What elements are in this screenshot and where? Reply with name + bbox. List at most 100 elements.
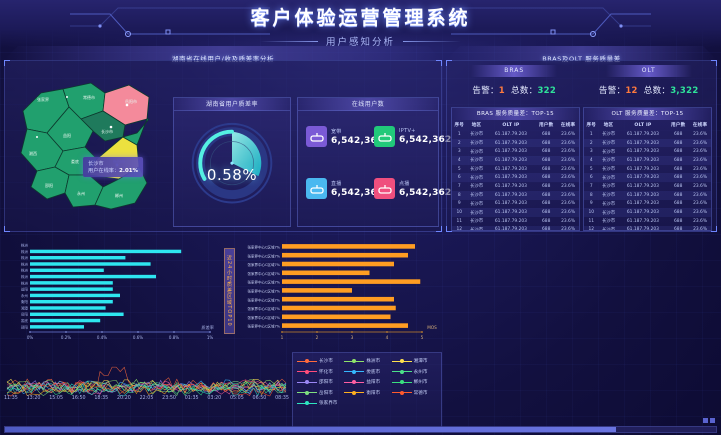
table-row[interactable]: 7 长沙市 61.187.79.203 688 23.6% — [452, 182, 579, 191]
table-row[interactable]: 9 长沙市 61.187.79.203 688 23.6% — [452, 200, 579, 209]
legend-item[interactable]: 永州市 — [391, 369, 437, 375]
bar[interactable] — [282, 288, 352, 293]
bar[interactable] — [30, 306, 106, 310]
bar-category-label: 张家界中心C区域7% — [248, 271, 281, 276]
hunan-map-svg[interactable]: 张家界 常德市 岳阳市 长沙市 益阳 湘西 娄底 衡阳市 邵阳 永州 郴州 — [7, 63, 167, 229]
table-row[interactable]: 7 长沙市 61.187.79.203 688 23.6% — [584, 182, 711, 191]
chart-mini-buttons[interactable] — [703, 418, 715, 423]
olt-table[interactable]: 序号 地区 OLT IP 用户数 在线率 1 长沙市 61.187.79.203 688 23.… — [584, 120, 711, 230]
mini-button[interactable] — [710, 418, 715, 423]
table-row[interactable]: 5 长沙市 61.187.79.203 688 23.6% — [584, 165, 711, 174]
user-stat-value: 6,542,362 — [331, 135, 384, 146]
scrollbar-thumb[interactable] — [5, 427, 617, 432]
legend-item[interactable]: 长沙市 — [297, 358, 342, 364]
legend-item[interactable]: 邵阳市 — [297, 379, 342, 385]
bar[interactable] — [30, 318, 101, 323]
bar[interactable] — [30, 274, 156, 279]
table-row[interactable]: 11 长沙市 61.187.79.203 688 23.6% — [584, 217, 711, 226]
legend-item[interactable]: 张家界市 — [297, 400, 342, 406]
bar[interactable] — [282, 270, 370, 276]
mos-bar-chart[interactable]: 张家界中心C区域7% 张家界中心C区域7% 张家界中心C区域7% 张家界中心C区域7%… — [226, 236, 442, 348]
table-cell: 8 — [584, 190, 599, 200]
bar[interactable] — [282, 244, 415, 249]
table-cell: 长沙市 — [598, 190, 619, 200]
table-row[interactable]: 10 长沙市 61.187.79.203 688 23.6% — [452, 208, 579, 217]
table-row[interactable]: 4 长沙市 61.187.79.203 688 23.6% — [584, 156, 711, 165]
table-cell: 10 — [452, 208, 467, 217]
bar[interactable] — [30, 293, 120, 298]
user-stat-iptv[interactable]: IPTV+ 6,542,362 — [374, 126, 451, 147]
table-cell: 长沙市 — [466, 138, 487, 148]
bar[interactable] — [30, 287, 113, 291]
bar[interactable] — [282, 323, 408, 328]
table-row[interactable]: 2 长沙市 61.187.79.203 688 23.6% — [452, 138, 579, 148]
legend-item[interactable]: 娄底市 — [344, 369, 389, 375]
horizontal-scrollbar[interactable] — [4, 426, 717, 433]
bar[interactable] — [282, 261, 394, 267]
table-row[interactable]: 12 长沙市 61.187.79.203 688 23.6% — [584, 225, 711, 230]
bar[interactable] — [282, 296, 394, 302]
legend-item[interactable]: 常德市 — [391, 390, 437, 396]
table-row[interactable]: 6 长沙市 61.187.79.203 688 23.6% — [452, 173, 579, 183]
table-cell: 长沙市 — [601, 184, 616, 190]
bar[interactable] — [30, 299, 113, 304]
user-stat-vod[interactable]: 点播 6,542,362 — [374, 178, 451, 199]
bar[interactable] — [282, 252, 408, 258]
legend-item[interactable]: 益阳市 — [344, 379, 389, 385]
table-cell: 长沙市 — [469, 219, 484, 225]
bar[interactable] — [282, 314, 391, 320]
time-tick-label: 23:50 — [162, 396, 176, 401]
table-cell: 688 — [535, 156, 558, 165]
table-row[interactable]: 1 长沙市 61.187.79.203 688 23.6% — [584, 130, 711, 139]
table-row[interactable]: 11 长沙市 61.187.79.203 688 23.6% — [452, 217, 579, 226]
table-row[interactable]: 5 长沙市 61.187.79.203 688 23.6% — [452, 165, 579, 174]
table-row[interactable]: 8 长沙市 61.187.79.203 688 23.6% — [584, 190, 711, 200]
bar[interactable] — [282, 279, 421, 284]
bar-category-label: 株洲 — [21, 274, 29, 279]
legend-item[interactable]: 株洲市 — [344, 358, 389, 364]
legend-item[interactable]: 郴州市 — [391, 379, 437, 385]
time-tick-label: 16:50 — [71, 396, 86, 401]
bar[interactable] — [30, 255, 126, 260]
trend-line-chart[interactable] — [4, 350, 289, 414]
quality-rate-bar-chart[interactable]: 株洲 株洲 株洲 株洲 株洲 株洲 株洲 益阳 永州 衡阳 湘潭 岳阳 娄底 邵阳 0% 0.2% 0.4% 0… — [4, 236, 222, 348]
olt-table-box[interactable]: OLT 服务质量差：TOP-15 序号 地区 OLT IP 用户数 在线率 1 长沙市 61… — [583, 107, 712, 231]
table-cell: 长沙市 — [469, 149, 484, 155]
bar[interactable] — [30, 268, 104, 273]
kpi-alarm-value: 12 — [625, 86, 638, 96]
legend-item[interactable]: 湘潭市 — [391, 358, 437, 364]
bar[interactable] — [282, 305, 396, 311]
user-stat-live[interactable]: 直播 6,542,362 — [306, 178, 383, 199]
user-stat-broadband[interactable]: 宽带 6,542,362 — [306, 126, 383, 147]
mini-button[interactable] — [703, 418, 708, 423]
map-panel-body: 张家界 常德市 岳阳市 长沙市 益阳 湘西 娄底 衡阳市 邵阳 永州 郴州 长沙… — [4, 60, 451, 232]
legend-item[interactable]: 怀化市 — [297, 369, 342, 375]
table-row[interactable]: 2 长沙市 61.187.79.203 688 23.6% — [584, 138, 711, 148]
table-row[interactable]: 3 长沙市 61.187.79.203 688 23.6% — [452, 147, 579, 156]
table-column-header: 用户数 — [539, 123, 554, 128]
bar[interactable] — [30, 262, 151, 266]
bar[interactable] — [30, 249, 182, 254]
bar[interactable] — [30, 281, 113, 285]
table-row[interactable]: 8 长沙市 61.187.79.203 688 23.6% — [452, 190, 579, 200]
table-cell: 长沙市 — [598, 208, 619, 217]
bras-table[interactable]: 序号 地区 OLT IP 用户数 在线率 1 长沙市 61.187.79.203 688 23.… — [452, 120, 579, 230]
bras-table-box[interactable]: BRAS 服务质量差：TOP-15 序号 地区 OLT IP 用户数 在线率 1 长沙市 6… — [451, 107, 580, 231]
table-cell: 4 — [452, 156, 467, 165]
table-row[interactable]: 1 长沙市 61.187.79.203 688 23.6% — [452, 130, 579, 139]
table-row[interactable]: 9 长沙市 61.187.79.203 688 23.6% — [584, 200, 711, 209]
table-row[interactable]: 10 长沙市 61.187.79.203 688 23.6% — [584, 208, 711, 217]
table-row[interactable]: 4 长沙市 61.187.79.203 688 23.6% — [452, 156, 579, 165]
trend-legend[interactable]: 长沙市 株洲市 湘潭市怀化市 娄底市 永州市邵阳市 益阳市 郴州市岳阳市 衡阳市 常德市张家界市 — [292, 352, 442, 430]
legend-item[interactable]: 岳阳市 — [297, 390, 342, 396]
table-row[interactable]: 3 长沙市 61.187.79.203 688 23.6% — [584, 147, 711, 156]
svg-text:常德市: 常德市 — [83, 94, 95, 100]
table-row[interactable]: 6 长沙市 61.187.79.203 688 23.6% — [584, 173, 711, 183]
hunan-map[interactable]: 张家界 常德市 岳阳市 长沙市 益阳 湘西 娄底 衡阳市 邵阳 永州 郴州 长沙… — [7, 63, 167, 229]
table-row[interactable]: 12 长沙市 61.187.79.203 688 23.6% — [452, 225, 579, 230]
bar[interactable] — [30, 325, 84, 329]
quality-rate-card: 湖南省用户质差率 — [173, 97, 291, 227]
bar[interactable] — [30, 312, 124, 317]
legend-item[interactable]: 衡阳市 — [344, 390, 389, 396]
